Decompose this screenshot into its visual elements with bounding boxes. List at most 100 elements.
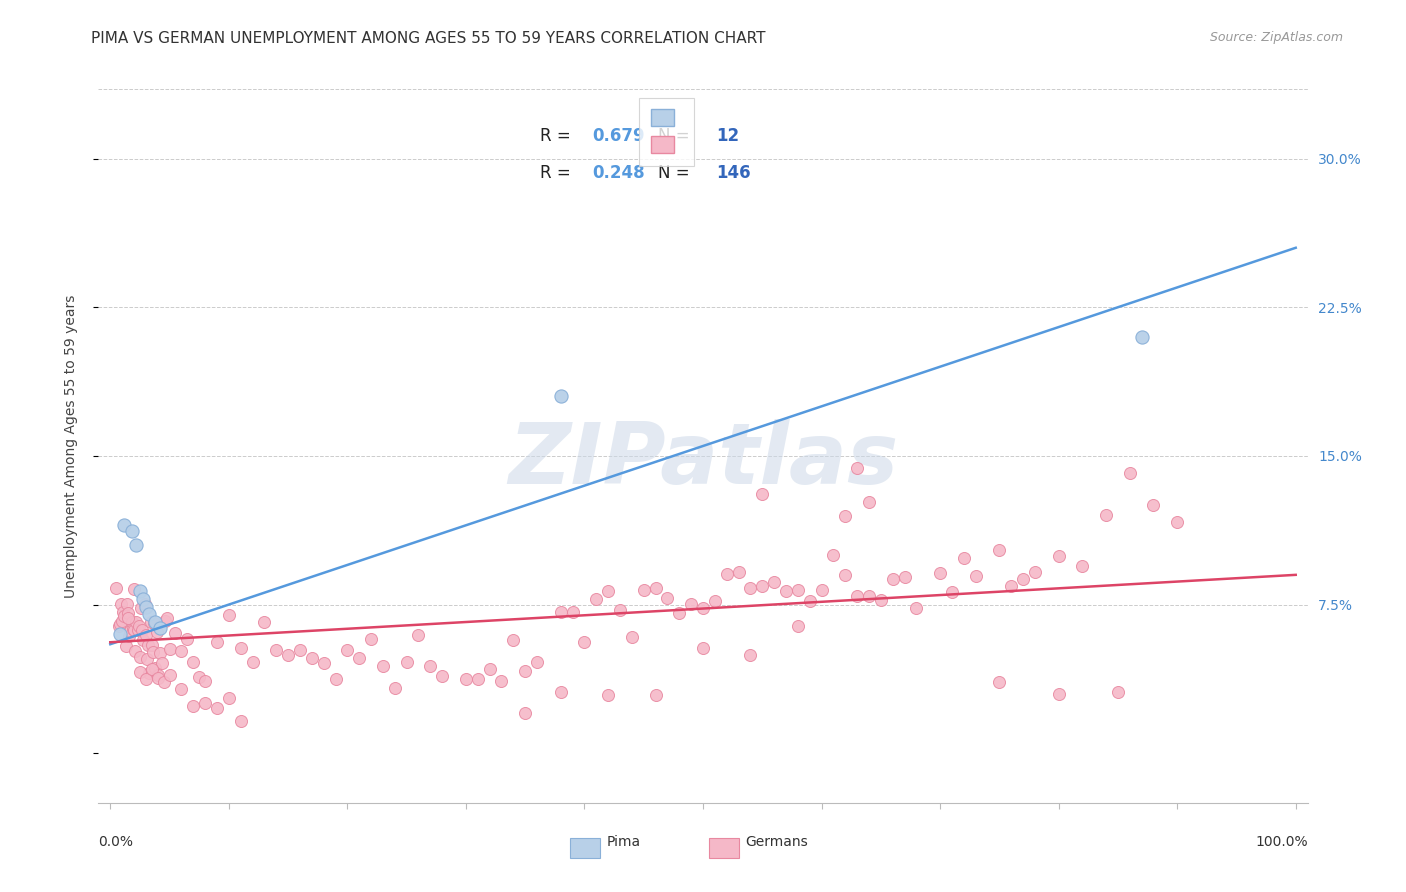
- Point: [152, 657, 174, 671]
- Point: [146, 671, 169, 685]
- Point: [141, 638, 163, 652]
- Point: [129, 583, 152, 598]
- Point: [408, 628, 430, 642]
- Point: [419, 659, 441, 673]
- Point: [129, 601, 152, 615]
- Text: 0.0%: 0.0%: [98, 835, 134, 848]
- Point: [941, 584, 963, 599]
- Point: [134, 597, 156, 611]
- Point: [145, 624, 167, 639]
- Point: [205, 635, 228, 649]
- Point: [786, 582, 808, 597]
- Text: N =: N =: [658, 164, 695, 182]
- Point: [751, 487, 773, 501]
- Point: [347, 650, 370, 665]
- Point: [170, 682, 193, 697]
- Point: [454, 672, 477, 686]
- Point: [1095, 508, 1118, 522]
- Point: [1047, 687, 1070, 701]
- Point: [858, 589, 880, 603]
- Point: [846, 589, 869, 603]
- Point: [834, 508, 856, 523]
- Text: 100.0%: 100.0%: [1256, 835, 1308, 848]
- Point: [112, 606, 135, 620]
- Point: [598, 583, 620, 598]
- Text: ZIPatlas: ZIPatlas: [508, 418, 898, 502]
- Point: [170, 644, 193, 658]
- Point: [1142, 498, 1164, 512]
- Point: [132, 591, 155, 606]
- Point: [149, 621, 172, 635]
- Point: [432, 669, 454, 683]
- Point: [264, 643, 287, 657]
- Point: [633, 583, 655, 598]
- Point: [893, 569, 915, 583]
- Point: [823, 548, 845, 562]
- Point: [114, 609, 136, 624]
- Point: [1166, 515, 1188, 529]
- Point: [1000, 579, 1022, 593]
- Point: [740, 648, 762, 663]
- Point: [135, 628, 157, 642]
- Point: [121, 622, 143, 636]
- Point: [550, 685, 572, 699]
- Point: [312, 656, 335, 670]
- Text: 0.248: 0.248: [592, 164, 644, 182]
- Point: [110, 597, 132, 611]
- Point: [121, 524, 143, 539]
- Point: [598, 688, 620, 702]
- Point: [115, 597, 138, 611]
- Text: Source: ZipAtlas.com: Source: ZipAtlas.com: [1209, 31, 1343, 45]
- Point: [834, 568, 856, 582]
- Point: [118, 629, 141, 643]
- Point: [574, 634, 596, 648]
- Point: [502, 633, 524, 648]
- Point: [159, 667, 181, 681]
- Text: R =: R =: [540, 164, 576, 182]
- Point: [146, 668, 169, 682]
- Point: [129, 665, 152, 679]
- Point: [858, 494, 880, 508]
- Y-axis label: Unemployment Among Ages 55 to 59 years: Unemployment Among Ages 55 to 59 years: [63, 294, 77, 598]
- Point: [609, 602, 631, 616]
- Point: [1024, 565, 1046, 579]
- Point: [620, 630, 643, 644]
- Point: [159, 642, 181, 657]
- Point: [114, 640, 136, 654]
- Text: 146: 146: [716, 164, 751, 182]
- Point: [107, 619, 129, 633]
- Point: [176, 632, 198, 647]
- Point: [229, 640, 252, 655]
- Point: [122, 582, 145, 596]
- Point: [775, 583, 797, 598]
- Text: Germans: Germans: [745, 835, 808, 848]
- Point: [288, 643, 311, 657]
- Point: [740, 581, 762, 595]
- Point: [550, 605, 572, 619]
- Point: [165, 625, 187, 640]
- Point: [799, 594, 821, 608]
- Point: [143, 661, 166, 675]
- Point: [142, 645, 165, 659]
- Point: [114, 518, 136, 533]
- Point: [1130, 330, 1153, 344]
- Point: [550, 389, 572, 403]
- Point: [194, 697, 217, 711]
- Point: [668, 607, 690, 621]
- Point: [229, 714, 252, 728]
- Point: [681, 597, 703, 611]
- Point: [869, 593, 891, 607]
- Point: [478, 662, 501, 676]
- Point: [846, 460, 869, 475]
- FancyBboxPatch shape: [709, 838, 740, 858]
- Point: [929, 566, 952, 580]
- Point: [561, 606, 583, 620]
- Point: [111, 614, 134, 628]
- Point: [139, 615, 162, 629]
- Point: [125, 615, 148, 629]
- Point: [751, 579, 773, 593]
- Point: [135, 672, 157, 686]
- Point: [644, 582, 666, 596]
- Point: [131, 623, 153, 637]
- Point: [127, 624, 149, 638]
